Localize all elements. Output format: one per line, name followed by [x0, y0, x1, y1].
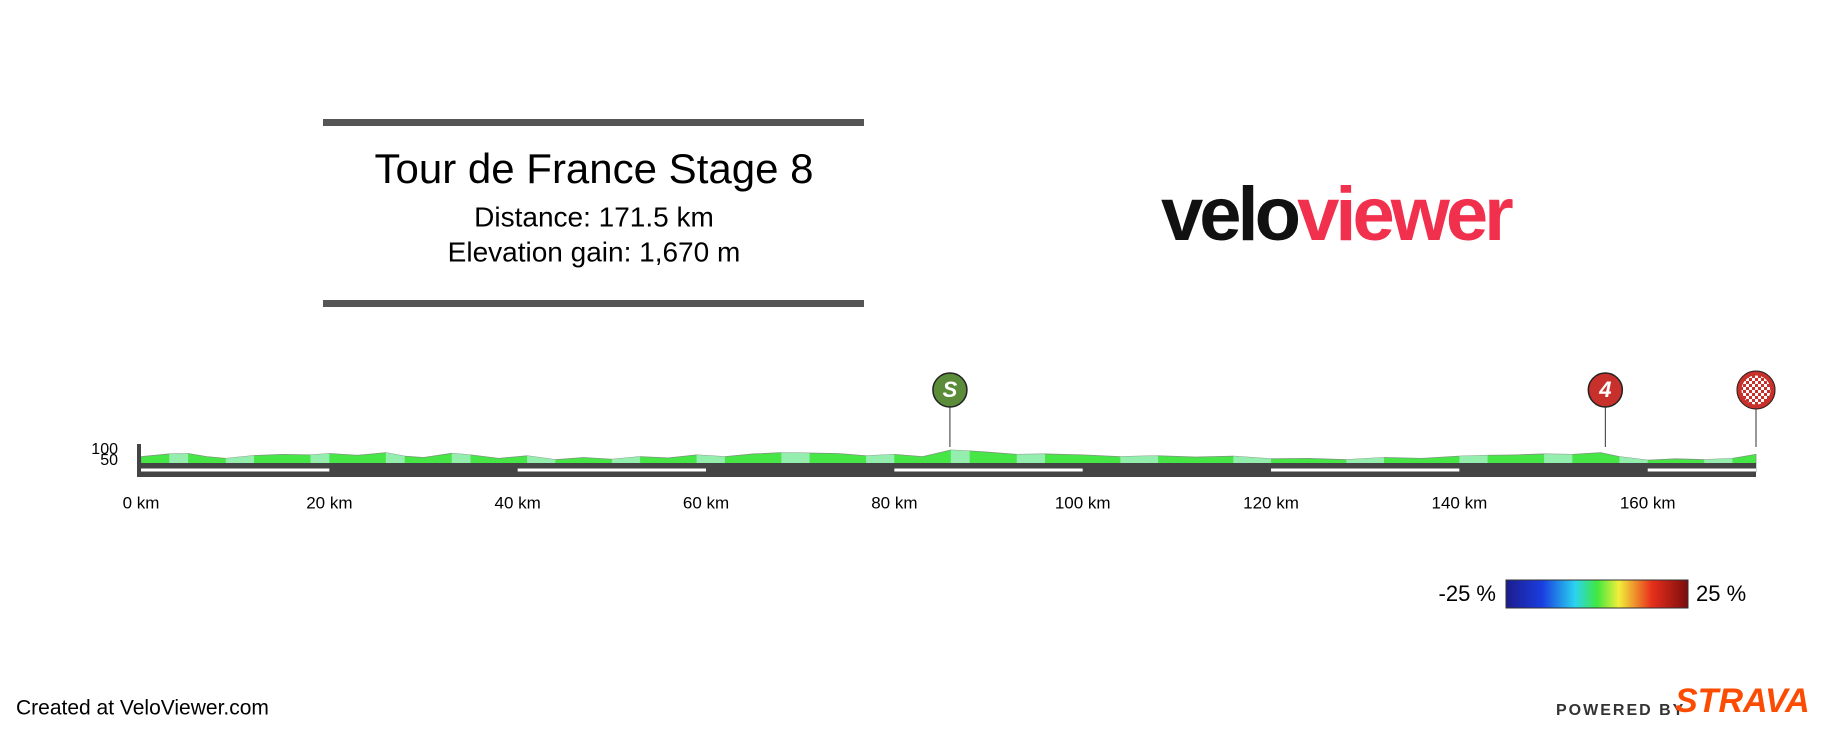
scale-min: -25 %: [1439, 581, 1496, 606]
segment-shade: [1346, 457, 1385, 463]
logo: veloviewer: [1161, 172, 1513, 257]
segment-shade: [1233, 456, 1272, 463]
segment-shade: [1016, 453, 1046, 463]
strava: STRAVA: [1675, 682, 1810, 720]
marker-label: S: [943, 377, 958, 402]
y-tick-label: 100: [91, 441, 118, 458]
segment-shade: [611, 456, 641, 463]
title: Tour de France Stage 8: [375, 145, 814, 192]
segment-shade: [169, 453, 189, 463]
header-rule: [323, 300, 864, 307]
segment-shade: [1704, 458, 1733, 463]
segment-shade: [1544, 453, 1573, 463]
marker-ring: [1736, 370, 1776, 410]
powered-by: POWERED BY: [1556, 702, 1685, 719]
segment-shade: [225, 455, 255, 463]
segment-shade: [781, 452, 810, 463]
segment-shade: [950, 450, 970, 463]
scale-max: 25 %: [1696, 581, 1746, 606]
x-tick-label: 100 km: [1055, 493, 1111, 512]
segment-shade: [310, 453, 330, 463]
x-tick-label: 60 km: [683, 493, 729, 512]
y-tick-label: 50: [100, 452, 118, 469]
x-tick-label: 80 km: [871, 493, 917, 512]
segment-shade: [1619, 456, 1648, 463]
marker-ring: [1736, 370, 1776, 410]
distance: Distance: 171.5 km: [474, 201, 714, 232]
segment-shade: [696, 454, 725, 463]
segment-shade: [385, 452, 405, 463]
color-scale: [1505, 579, 1689, 609]
marker-badge: [1587, 372, 1624, 408]
marker-badge: [932, 372, 968, 408]
logo-part: viewer: [1297, 172, 1513, 257]
axis-cap: [137, 444, 141, 477]
segment-shade: [527, 455, 556, 463]
segment-shade: [1120, 455, 1159, 463]
x-tick-label: 160 km: [1620, 493, 1676, 512]
x-tick-label: 0 km: [123, 493, 160, 512]
elevation-gain: Elevation gain: 1,670 m: [448, 236, 741, 267]
logo-part: velo: [1161, 172, 1299, 257]
segment-shade: [451, 453, 471, 463]
x-tick-label: 40 km: [495, 493, 541, 512]
segment-shade: [1459, 455, 1488, 463]
x-tick-label: 140 km: [1431, 493, 1487, 512]
segment-shade: [866, 454, 895, 463]
header-rule: [323, 119, 864, 126]
x-tick-label: 20 km: [306, 493, 352, 512]
marker-label: 4: [1598, 377, 1611, 402]
footer: Created at VeloViewer.com: [16, 697, 269, 720]
x-tick-label: 120 km: [1243, 493, 1299, 512]
